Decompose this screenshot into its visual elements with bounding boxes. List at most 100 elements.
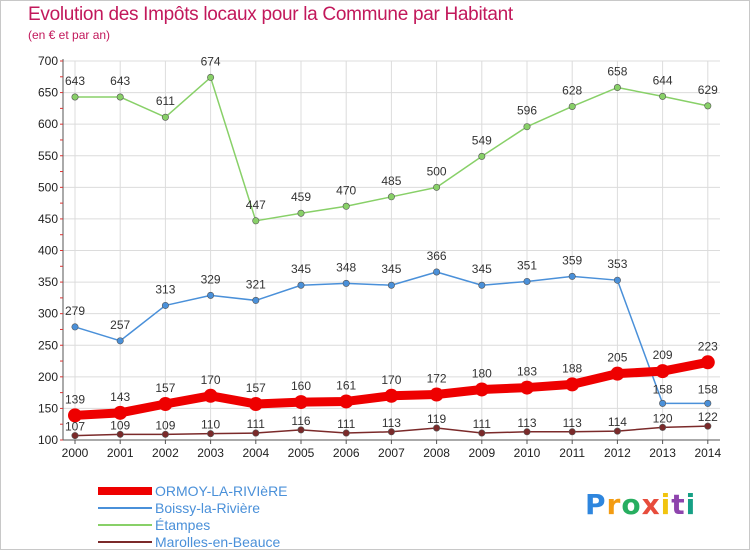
data-label: 549 <box>472 133 492 147</box>
data-label: 170 <box>381 373 401 387</box>
y-tick-label: 650 <box>38 86 58 100</box>
data-label: 114 <box>608 415 627 429</box>
data-point <box>252 296 260 304</box>
data-label: 209 <box>653 348 673 362</box>
y-tick-label: 300 <box>38 307 58 321</box>
data-label: 120 <box>653 411 673 425</box>
data-point <box>158 396 173 411</box>
data-label: 611 <box>156 94 175 108</box>
data-label: 348 <box>336 260 356 274</box>
data-label: 359 <box>562 253 582 267</box>
x-tick-label: 2012 <box>604 446 631 460</box>
data-label: 170 <box>201 373 221 387</box>
data-point <box>339 394 354 409</box>
data-label: 111 <box>473 417 492 431</box>
data-point <box>161 430 169 438</box>
data-label: 674 <box>201 54 221 68</box>
data-label: 113 <box>517 416 536 430</box>
y-tick-label: 150 <box>38 401 58 415</box>
data-label: 111 <box>247 417 266 431</box>
data-label: 351 <box>517 258 537 272</box>
data-point <box>342 202 350 210</box>
data-label: 143 <box>110 390 130 404</box>
data-point <box>68 408 82 423</box>
data-label: 109 <box>110 418 130 432</box>
data-label: 107 <box>65 420 85 434</box>
data-point <box>523 428 531 436</box>
x-tick-label: 2008 <box>423 446 450 460</box>
data-point <box>659 92 667 100</box>
data-point <box>520 380 534 395</box>
data-point <box>433 268 441 276</box>
data-label: 157 <box>246 381 266 395</box>
data-point <box>523 277 531 285</box>
data-point <box>704 422 712 430</box>
data-point <box>387 428 395 436</box>
legend-label: Étampes <box>155 517 211 533</box>
data-label: 366 <box>427 249 447 263</box>
y-tick-label: 250 <box>38 338 58 352</box>
data-point <box>655 364 670 379</box>
data-label: 345 <box>472 262 492 276</box>
data-label: 116 <box>291 414 310 428</box>
x-tick-label: 2010 <box>514 446 541 460</box>
data-label: 113 <box>563 416 582 430</box>
x-tick-label: 2003 <box>197 446 224 460</box>
x-tick-label: 2011 <box>559 446 585 460</box>
data-point <box>478 152 486 160</box>
data-label: 160 <box>291 379 311 393</box>
data-point <box>478 281 486 289</box>
data-label: 321 <box>246 277 266 291</box>
data-label: 500 <box>427 164 447 178</box>
y-tick-label: 350 <box>38 275 58 289</box>
x-tick-label: 2002 <box>152 446 179 460</box>
data-label: 279 <box>65 304 85 318</box>
data-point <box>71 323 79 331</box>
data-point <box>71 432 79 440</box>
data-label: 122 <box>698 410 718 424</box>
x-tick-label: 2006 <box>333 446 360 460</box>
data-point <box>568 428 576 436</box>
data-label: 470 <box>336 183 356 197</box>
data-point <box>565 377 580 392</box>
y-tick-label: 400 <box>38 244 58 258</box>
data-label: 643 <box>110 74 130 88</box>
data-point <box>387 193 395 201</box>
data-label: 113 <box>382 416 401 430</box>
x-tick-label: 2013 <box>649 446 676 460</box>
data-point <box>207 430 215 438</box>
data-label: 139 <box>65 392 85 406</box>
x-tick-label: 2009 <box>468 446 495 460</box>
y-tick-label: 700 <box>38 54 58 68</box>
legend-label: Boissy-la-Rivière <box>155 500 261 516</box>
data-label: 628 <box>562 83 582 97</box>
data-label: 157 <box>155 381 175 395</box>
legend-swatch <box>98 507 152 509</box>
data-point <box>71 93 79 101</box>
data-point <box>207 291 215 299</box>
data-label: 158 <box>698 382 718 396</box>
data-label: 459 <box>291 190 311 204</box>
data-point <box>161 301 169 309</box>
y-tick-label: 600 <box>38 117 58 131</box>
data-label: 188 <box>562 361 582 375</box>
data-label: 629 <box>698 83 718 97</box>
data-label: 205 <box>607 351 627 365</box>
data-point <box>297 281 305 289</box>
data-label: 596 <box>517 104 537 118</box>
data-label: 183 <box>517 365 537 379</box>
data-point <box>207 73 215 81</box>
data-label: 329 <box>201 272 221 286</box>
data-label: 109 <box>155 418 175 432</box>
y-tick-label: 200 <box>38 370 58 384</box>
data-point <box>474 382 489 397</box>
data-label: 658 <box>607 65 627 79</box>
chart-subtitle: (en € et par an) <box>28 28 111 42</box>
data-point <box>429 387 444 402</box>
data-point <box>704 102 712 110</box>
data-label: 644 <box>653 73 673 87</box>
data-label: 111 <box>337 417 356 431</box>
data-point <box>294 395 308 410</box>
